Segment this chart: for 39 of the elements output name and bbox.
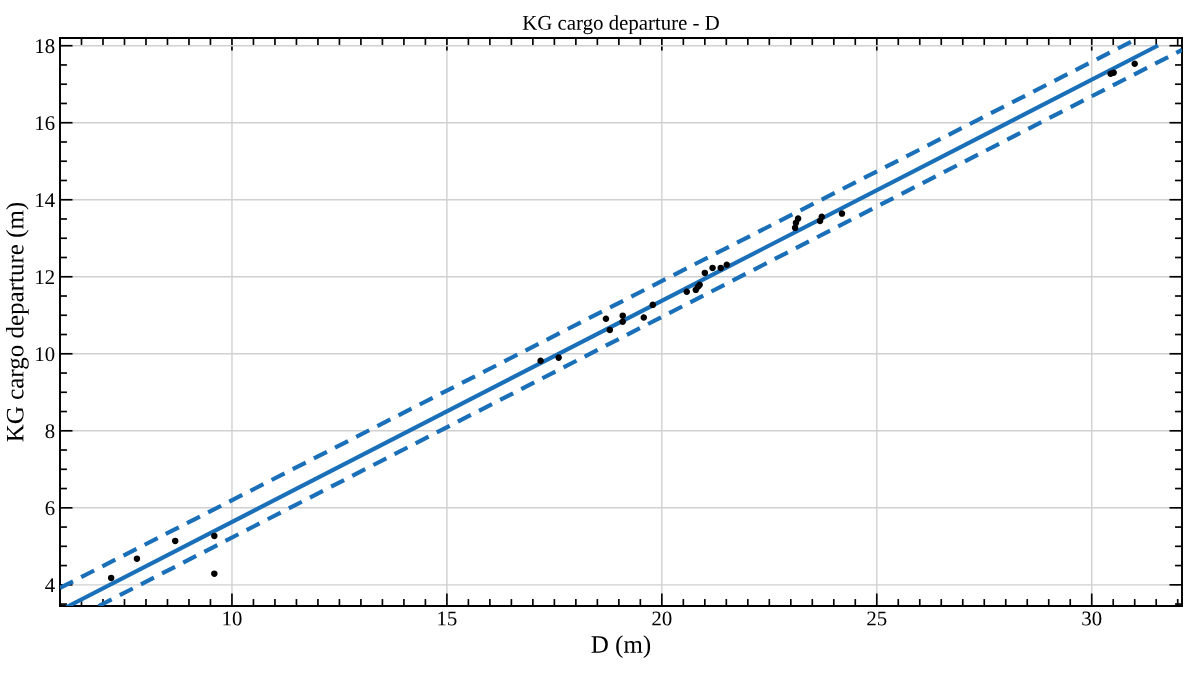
point bbox=[709, 264, 716, 272]
y-tick-label: 16 bbox=[36, 116, 55, 131]
point bbox=[794, 215, 802, 222]
point bbox=[606, 326, 614, 334]
point bbox=[211, 532, 218, 540]
y-tick-label: 18 bbox=[36, 39, 55, 54]
y-tick-label: 12 bbox=[36, 270, 54, 284]
y-tick-label: 14 bbox=[36, 193, 55, 207]
y-axis-title: KG cargo departure (m) bbox=[6, 202, 29, 442]
point bbox=[1131, 60, 1138, 68]
x-tick-label: 30 bbox=[1082, 611, 1102, 626]
y-tick-label: 4 bbox=[45, 578, 55, 593]
point bbox=[723, 261, 731, 269]
x-tick-label: 25 bbox=[867, 611, 887, 626]
point bbox=[791, 224, 799, 232]
y-tick-label: 8 bbox=[45, 424, 55, 439]
point bbox=[683, 288, 691, 296]
x-tick-label: 15 bbox=[438, 611, 457, 626]
point bbox=[537, 357, 544, 364]
point bbox=[107, 574, 115, 582]
point bbox=[717, 264, 724, 272]
x-axis-title: D (m) bbox=[591, 635, 651, 658]
point bbox=[133, 555, 141, 562]
point bbox=[649, 301, 657, 309]
point bbox=[619, 318, 626, 326]
point bbox=[818, 213, 826, 220]
point bbox=[171, 537, 179, 545]
y-tick-label: 6 bbox=[45, 501, 55, 516]
point bbox=[640, 314, 648, 321]
point bbox=[602, 315, 610, 322]
chart-title: KG cargo departure - D bbox=[522, 15, 719, 35]
point bbox=[555, 354, 562, 361]
x-tick-label: 20 bbox=[652, 611, 672, 626]
x-tick-label: 10 bbox=[223, 611, 242, 626]
point bbox=[838, 210, 846, 217]
point bbox=[701, 269, 709, 277]
point bbox=[619, 312, 626, 319]
point bbox=[211, 570, 218, 577]
y-tick-label: 10 bbox=[36, 347, 55, 362]
